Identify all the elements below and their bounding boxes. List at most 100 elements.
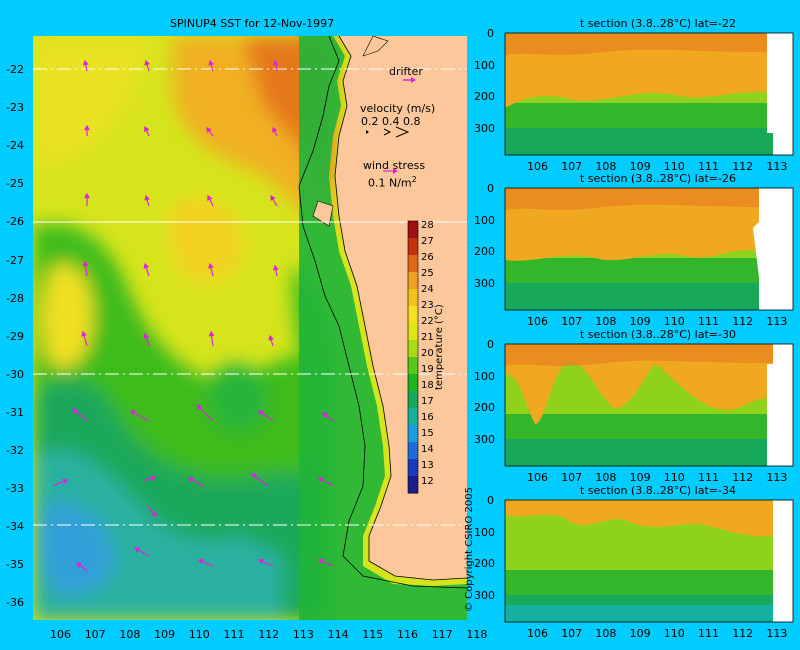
map-lat-tick: -34 [6, 520, 24, 534]
colorbar-tick: 23 [421, 300, 434, 311]
wind-stress-title: wind stress [363, 159, 426, 172]
temperature-colorbar [407, 220, 419, 494]
section-x-tick: 106 [527, 471, 548, 484]
map-lat-tick: -31 [6, 405, 24, 419]
velocity-arrowhead [81, 330, 87, 337]
velocity-arrowhead [143, 262, 150, 269]
section-x-tick: 106 [527, 315, 548, 328]
velocity-arrowhead [84, 192, 90, 199]
velocity-arrowhead [84, 124, 90, 131]
section-x-tick: 112 [732, 315, 754, 328]
section-panel [504, 343, 794, 467]
colorbar-swatch [408, 306, 418, 324]
map-lon-tick: 118 [466, 628, 488, 641]
map-lat-tick: -29 [6, 329, 24, 343]
section-x-tick: 111 [698, 160, 719, 173]
wind-stress-exponent: 2 [411, 175, 417, 184]
map-lon-tick: 108 [119, 628, 141, 641]
map-lon-tick: 110 [188, 628, 210, 641]
velocity-arrowhead [133, 547, 141, 553]
section-x-tick: 107 [561, 160, 583, 173]
velocity-arrowhead [272, 126, 278, 133]
velocity-arrowhead [144, 194, 150, 201]
section-panel [504, 32, 794, 156]
section-x-tick: 106 [527, 160, 548, 173]
velocity-arrowhead [272, 59, 279, 66]
colorbar-swatch [408, 408, 418, 426]
section-x-tick: 107 [561, 627, 583, 640]
section-x-tick: 111 [698, 627, 719, 640]
section-x-tick: 110 [663, 627, 685, 640]
section-y-tick: 300 [474, 432, 495, 446]
colorbar-tick: 19 [421, 364, 434, 375]
map-title: SPINUP4 SST for 12-Nov-1997 [170, 17, 335, 30]
velocity-arrowhead [76, 562, 83, 568]
section-x-tick: 113 [766, 627, 788, 640]
velocity-arrowhead [207, 194, 213, 201]
map-lon-tick: 116 [397, 628, 418, 641]
section-x-tick: 109 [629, 471, 651, 484]
velocity-arrowhead [322, 412, 329, 418]
velocity-arrowhead [206, 126, 212, 134]
colorbar-tick: 27 [421, 236, 434, 247]
section-y-tick: 200 [474, 401, 495, 414]
colorbar-tick: 28 [421, 220, 434, 231]
velocity-arrowhead [151, 510, 157, 517]
map-lat-tick: -33 [6, 482, 24, 496]
colorbar-swatch [408, 340, 418, 358]
colorbar-swatch [408, 374, 418, 392]
section-y-tick: 200 [474, 90, 495, 103]
wind-stress-arrow [383, 168, 398, 174]
colorbar-tick: 26 [421, 252, 434, 263]
map-lon-tick: 113 [292, 628, 314, 641]
colorbar-swatch [408, 442, 418, 460]
velocity-arrowhead [82, 59, 89, 66]
section-x-tick: 109 [629, 627, 651, 640]
colorbar-swatch [408, 323, 418, 341]
colorbar-tick: 13 [421, 460, 434, 471]
velocity-arrowhead [208, 262, 214, 269]
section-y-tick: 0 [487, 494, 494, 507]
section-y-tick: 100 [474, 525, 495, 539]
map-lat-tick: -28 [6, 291, 24, 305]
section-title: t section (3.8..28°C) lat=-34 [580, 484, 736, 497]
section-x-tick: 111 [698, 315, 719, 328]
section-y-tick: 100 [474, 58, 495, 72]
velocity-arrowhead [272, 264, 279, 271]
drifter-symbol [403, 77, 416, 83]
velocity-arrowhead [257, 410, 265, 416]
colorbar-tick: 24 [421, 284, 434, 295]
velocity-arrowhead [72, 408, 79, 414]
section-x-tick: 111 [698, 471, 719, 484]
section-x-tick: 110 [663, 160, 685, 173]
section-x-tick: 112 [732, 160, 754, 173]
section-title: t section (3.8..28°C) lat=-22 [580, 17, 736, 30]
colorbar-tick: 22 [421, 316, 434, 327]
section-x-tick: 107 [561, 471, 583, 484]
section-x-tick: 109 [629, 315, 651, 328]
section-y-tick: 0 [487, 338, 494, 351]
section-x-tick: 108 [595, 627, 617, 640]
section-x-tick: 113 [766, 315, 788, 328]
velocity-arrowhead [268, 334, 274, 341]
section-y-tick: 100 [474, 213, 495, 227]
velocity-legend-title: velocity (m/s) [360, 102, 436, 115]
map-lat-tick: -23 [6, 101, 24, 115]
colorbar-swatch [408, 272, 418, 290]
velocity-arrowhead [187, 477, 195, 483]
section-panel [504, 499, 794, 623]
map-lon-tick: 106 [50, 628, 71, 641]
section-x-tick: 108 [595, 160, 617, 173]
velocity-arrowhead [143, 332, 150, 339]
colorbar-tick: 21 [421, 332, 434, 343]
velocity-legend-arrows [366, 126, 410, 138]
section-x-tick: 108 [595, 315, 617, 328]
colorbar-swatch [408, 391, 418, 409]
velocity-arrowhead [317, 558, 324, 565]
map-lon-tick: 114 [327, 628, 349, 641]
velocity-arrowhead [82, 260, 89, 267]
colorbar-tick: 16 [421, 412, 434, 423]
colorbar-swatch [408, 221, 418, 239]
map-lat-tick: -36 [6, 596, 24, 610]
colorbar-swatch [408, 459, 418, 477]
